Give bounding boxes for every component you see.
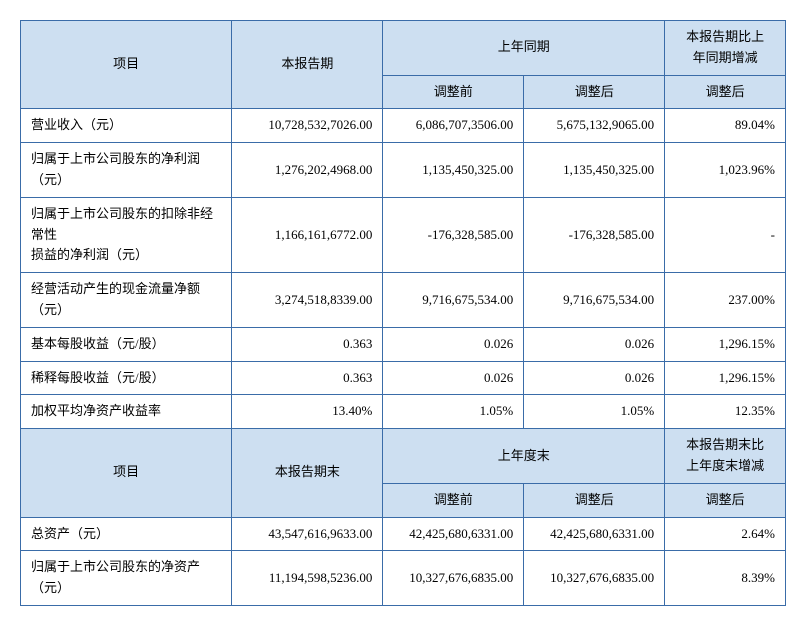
hdr-before: 调整前	[383, 75, 524, 109]
hdr2-before: 调整前	[383, 483, 524, 517]
row-label: 加权平均净资产收益率	[21, 395, 232, 429]
hdr2-item: 项目	[21, 429, 232, 517]
cell-before: 0.026	[383, 327, 524, 361]
row-label: 经营活动产生的现金流量净额（元）	[21, 273, 232, 328]
table-row: 基本每股收益（元/股）0.3630.0260.0261,296.15%	[21, 327, 786, 361]
cell-before: 0.026	[383, 361, 524, 395]
cell-change: 237.00%	[665, 273, 786, 328]
hdr-item: 项目	[21, 21, 232, 109]
row-label: 归属于上市公司股东的扣除非经常性 损益的净利润（元）	[21, 197, 232, 272]
cell-current: 11,194,598,5236.00	[232, 551, 383, 606]
cell-after: 9,716,675,534.00	[524, 273, 665, 328]
hdr2-change-after: 调整后	[665, 483, 786, 517]
table-row: 归属于上市公司股东的净资产（元）11,194,598,5236.0010,327…	[21, 551, 786, 606]
cell-before: 10,327,676,6835.00	[383, 551, 524, 606]
cell-after: 0.026	[524, 361, 665, 395]
cell-after: -176,328,585.00	[524, 197, 665, 272]
cell-after: 1,135,450,325.00	[524, 143, 665, 198]
row-label: 基本每股收益（元/股）	[21, 327, 232, 361]
row-label: 总资产（元）	[21, 517, 232, 551]
hdr2-after: 调整后	[524, 483, 665, 517]
cell-change: 12.35%	[665, 395, 786, 429]
cell-after: 0.026	[524, 327, 665, 361]
cell-change: 1,296.15%	[665, 361, 786, 395]
cell-current: 0.363	[232, 361, 383, 395]
cell-current: 3,274,518,8339.00	[232, 273, 383, 328]
cell-change: 89.04%	[665, 109, 786, 143]
table-row: 营业收入（元）10,728,532,7026.006,086,707,3506.…	[21, 109, 786, 143]
cell-before: 9,716,675,534.00	[383, 273, 524, 328]
cell-before: -176,328,585.00	[383, 197, 524, 272]
hdr-prior: 上年同期	[383, 21, 665, 76]
hdr-after: 调整后	[524, 75, 665, 109]
hdr2-current: 本报告期末	[232, 429, 383, 517]
cell-current: 43,547,616,9633.00	[232, 517, 383, 551]
row-label: 稀释每股收益（元/股）	[21, 361, 232, 395]
hdr-change: 本报告期比上 年同期增减	[665, 21, 786, 76]
hdr2-change: 本报告期末比 上年度末增减	[665, 429, 786, 484]
row-label: 营业收入（元）	[21, 109, 232, 143]
cell-current: 1,276,202,4968.00	[232, 143, 383, 198]
cell-before: 6,086,707,3506.00	[383, 109, 524, 143]
row-label: 归属于上市公司股东的净利润（元）	[21, 143, 232, 198]
cell-current: 0.363	[232, 327, 383, 361]
cell-after: 1.05%	[524, 395, 665, 429]
cell-change: 8.39%	[665, 551, 786, 606]
cell-before: 42,425,680,6331.00	[383, 517, 524, 551]
cell-before: 1.05%	[383, 395, 524, 429]
table-row: 稀释每股收益（元/股）0.3630.0260.0261,296.15%	[21, 361, 786, 395]
financial-table: 项目 本报告期 上年同期 本报告期比上 年同期增减 调整前 调整后 调整后 营业…	[20, 20, 786, 606]
hdr-current: 本报告期	[232, 21, 383, 109]
cell-change: -	[665, 197, 786, 272]
cell-current: 1,166,161,6772.00	[232, 197, 383, 272]
cell-before: 1,135,450,325.00	[383, 143, 524, 198]
cell-change: 1,296.15%	[665, 327, 786, 361]
table-row: 加权平均净资产收益率13.40%1.05%1.05%12.35%	[21, 395, 786, 429]
cell-after: 10,327,676,6835.00	[524, 551, 665, 606]
table-row: 经营活动产生的现金流量净额（元）3,274,518,8339.009,716,6…	[21, 273, 786, 328]
cell-after: 5,675,132,9065.00	[524, 109, 665, 143]
cell-change: 2.64%	[665, 517, 786, 551]
hdr-change-after: 调整后	[665, 75, 786, 109]
table-row: 总资产（元）43,547,616,9633.0042,425,680,6331.…	[21, 517, 786, 551]
cell-change: 1,023.96%	[665, 143, 786, 198]
row-label: 归属于上市公司股东的净资产（元）	[21, 551, 232, 606]
cell-after: 42,425,680,6331.00	[524, 517, 665, 551]
cell-current: 13.40%	[232, 395, 383, 429]
cell-current: 10,728,532,7026.00	[232, 109, 383, 143]
hdr2-prior: 上年度末	[383, 429, 665, 484]
table-row: 归属于上市公司股东的净利润（元）1,276,202,4968.001,135,4…	[21, 143, 786, 198]
table-row: 归属于上市公司股东的扣除非经常性 损益的净利润（元）1,166,161,6772…	[21, 197, 786, 272]
